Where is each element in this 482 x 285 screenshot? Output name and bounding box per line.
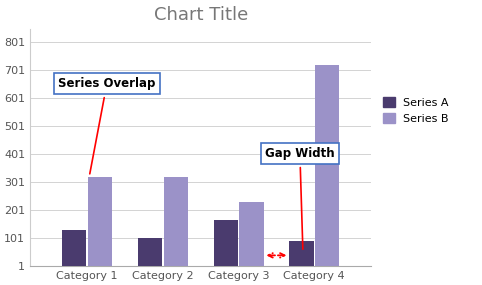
- Bar: [315, 65, 339, 266]
- Bar: [239, 202, 264, 266]
- Bar: [214, 220, 238, 266]
- Text: Gap Width: Gap Width: [265, 147, 335, 249]
- Text: Series Overlap: Series Overlap: [58, 77, 156, 174]
- Bar: [289, 241, 314, 266]
- Bar: [163, 177, 188, 266]
- Bar: [88, 177, 112, 266]
- Title: Chart Title: Chart Title: [154, 6, 248, 24]
- Bar: [138, 238, 162, 266]
- Bar: [62, 230, 86, 266]
- Legend: Series A, Series B: Series A, Series B: [380, 93, 452, 127]
